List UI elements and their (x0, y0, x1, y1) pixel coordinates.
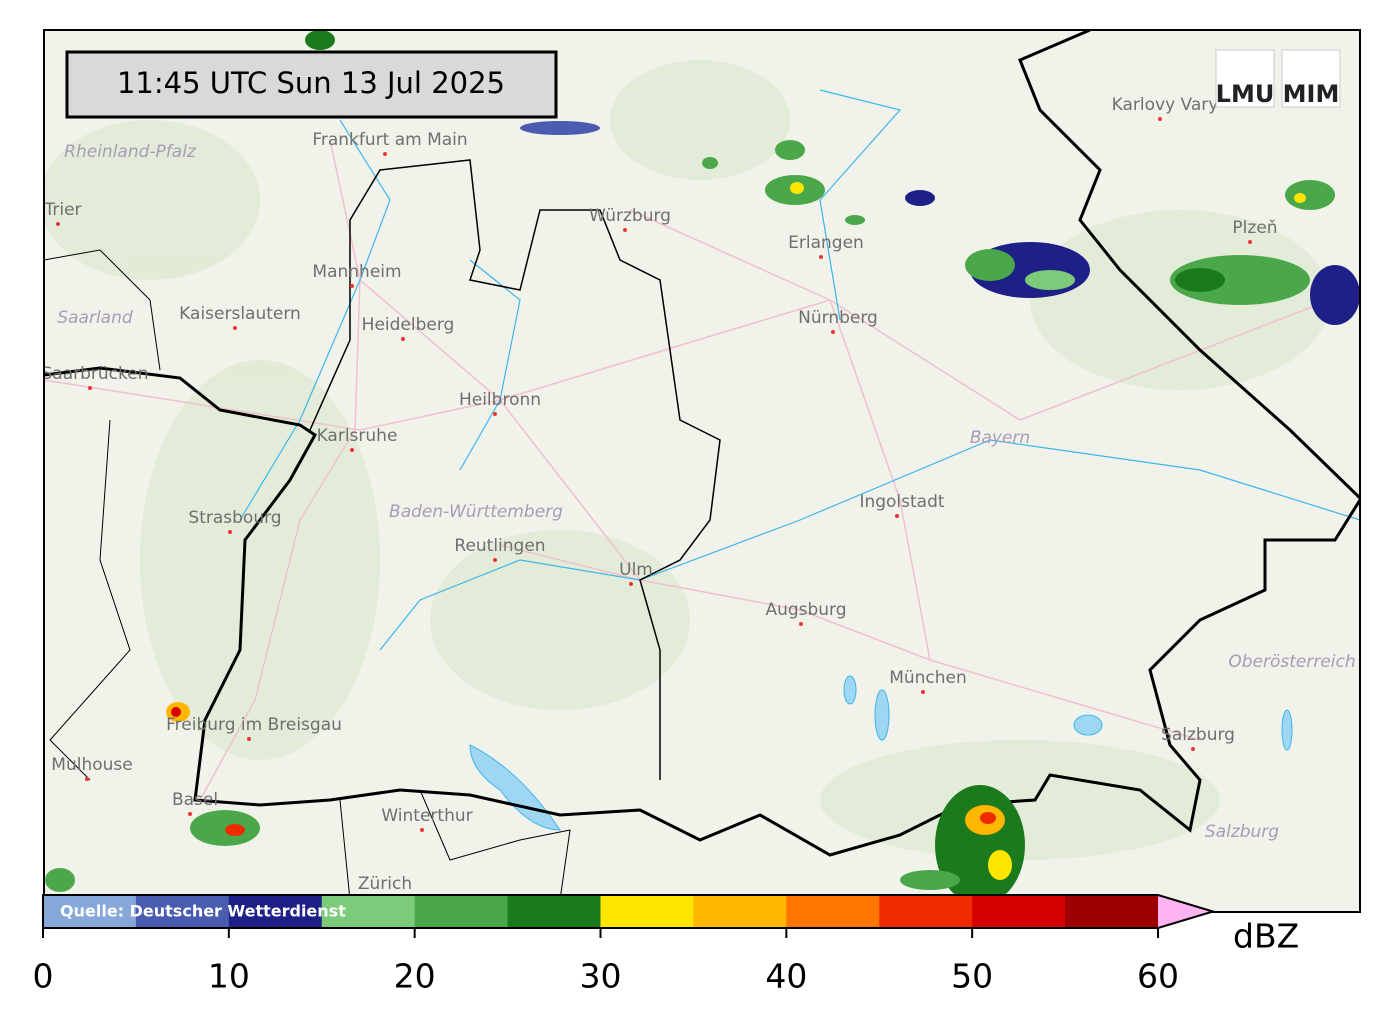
region-label: Baden-Württemberg (389, 502, 563, 522)
map-area: Frankfurt am Main Würzburg Erlangen Nürnber… (42, 30, 1360, 912)
region-label: Bayern (970, 428, 1030, 448)
city-dot (56, 222, 60, 226)
city-dot (88, 386, 92, 390)
city-dot (799, 622, 803, 626)
colorbar-segment (135, 895, 230, 928)
roads (44, 139, 1331, 801)
colorbar-segment (1065, 895, 1159, 928)
city-label: Karlovy Vary (1112, 95, 1219, 115)
logo-box (1215, 49, 1275, 108)
city-label: Trier (43, 200, 81, 220)
logo: MIM (1283, 80, 1340, 108)
city-label: Ulm (619, 560, 653, 580)
timestamp: 11:45 UTC Sun 13 Jul 2025 (117, 66, 505, 100)
city-label: München (889, 668, 967, 688)
colorbar-segment (972, 895, 1066, 928)
city-label: Erlangen (788, 233, 864, 253)
colorbar: Quelle: Deutscher Wetterdienst 0 10 20 30 40 5… (33, 894, 1217, 996)
city-dot (819, 255, 823, 259)
city-dot (228, 530, 232, 534)
colorbar-extension (1158, 895, 1213, 928)
place-labels: Frankfurt am Main Würzburg Erlangen Nürnber… (42, 95, 1356, 900)
city-label: Zürich (358, 874, 412, 894)
region-label: Salzburg (1205, 822, 1279, 842)
city-label: Strasbourg (188, 508, 281, 528)
city-dot (629, 582, 633, 586)
colorbar-tick-label: 30 (580, 957, 622, 996)
colorbar-segment (43, 895, 137, 928)
city-label: Winterthur (381, 806, 472, 826)
colorbar-tick-label: 50 (951, 957, 993, 996)
city-label: Salzburg (1161, 725, 1235, 745)
city-dot (383, 152, 387, 156)
colorbar-segment (507, 895, 601, 928)
city-label: Würzburg (589, 206, 671, 226)
timestamp-box (65, 50, 558, 119)
city-label: Frankfurt am Main (312, 130, 467, 150)
city-dot (493, 558, 497, 562)
region-label: Oberösterreich (1228, 652, 1355, 672)
rivers (239, 89, 1360, 651)
data-source: Quelle: Deutscher Wetterdienst (60, 902, 346, 921)
city-dot (895, 514, 899, 518)
city-dot (623, 228, 627, 232)
city-label: Freiburg im Breisgau (166, 715, 342, 735)
colorbar-tick-label: 10 (208, 957, 250, 996)
colorbar-segment (228, 895, 323, 928)
city-dot (85, 777, 89, 781)
colorbar-label: dBZ (1233, 917, 1299, 956)
city-label: Heilbronn (459, 390, 541, 410)
colorbar-segment (879, 895, 973, 928)
city-dot (1248, 240, 1252, 244)
colorbar-segment (693, 895, 787, 928)
city-label: Augsburg (765, 600, 846, 620)
city-label: Ingolstadt (859, 492, 944, 512)
city-label: Nürnberg (798, 308, 878, 328)
city-dot (247, 737, 251, 741)
city-label: Karlsruhe (317, 426, 398, 446)
city-dot (493, 412, 497, 416)
colorbar-tick-label: 40 (765, 957, 807, 996)
city-dot (350, 284, 354, 288)
city-dot (831, 330, 835, 334)
city-label: Mannheim (312, 262, 401, 282)
colorbar-segment (414, 895, 509, 928)
colorbar-segment (786, 895, 880, 928)
city-label: Saarbrücken (42, 364, 149, 384)
region-label: Rheinland-Pfalz (64, 142, 197, 162)
city-dot (401, 337, 405, 341)
colorbar-outline (42, 894, 1217, 929)
city-dot (921, 690, 925, 694)
city-label: Reutlingen (454, 536, 545, 556)
logo-box (1281, 49, 1341, 108)
colorbar-tick-label: 60 (1137, 957, 1179, 996)
city-dot (1158, 117, 1162, 121)
city-label: Basel (172, 790, 218, 810)
city-dot (420, 828, 424, 832)
city-label: Plzeň (1232, 218, 1277, 238)
logo: LMU (1216, 80, 1275, 108)
colorbar-segment (321, 895, 416, 928)
colorbar-segment (600, 895, 694, 928)
city-dot (233, 326, 237, 330)
colorbar-tick-label: 0 (33, 957, 54, 996)
city-dot (188, 812, 192, 816)
city-dot (350, 448, 354, 452)
city-label: Heidelberg (362, 315, 455, 335)
city-dot (1191, 747, 1195, 751)
colorbar-tick-label: 20 (394, 957, 436, 996)
city-label: Kaiserslautern (179, 304, 301, 324)
region-label: Saarland (57, 308, 133, 328)
city-label: Mulhouse (51, 755, 132, 775)
borders (44, 30, 1360, 901)
radar-echoes (45, 30, 1360, 905)
